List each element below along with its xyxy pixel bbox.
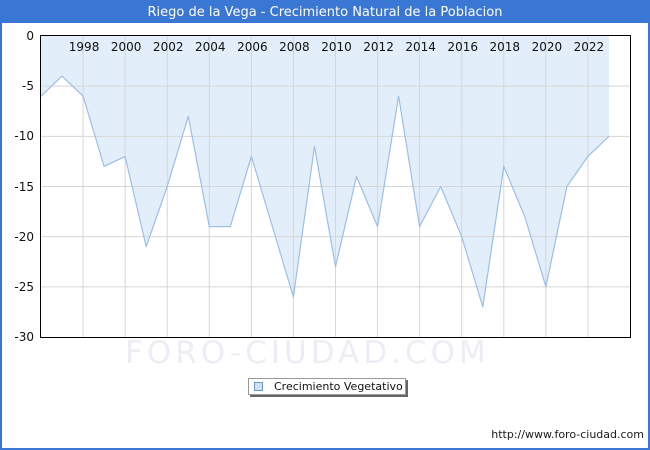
site-url: http://www.foro-ciudad.com <box>491 428 644 441</box>
y-tick-label: -5 <box>22 79 34 94</box>
y-tick-label: -25 <box>14 279 34 294</box>
legend-swatch-icon <box>254 382 263 391</box>
x-tick-label: 2006 <box>237 40 268 54</box>
legend-box: Crecimiento Vegetativo <box>248 378 406 395</box>
y-tick-label: -10 <box>14 129 34 144</box>
plot-area: 1998 2000 2002 2004 2006 2008 2010 2012 2014 2016… <box>40 35 631 338</box>
y-tick-label: -15 <box>14 179 34 194</box>
y-tick-label: 0 <box>26 29 34 43</box>
area-chart-canvas <box>41 36 630 337</box>
watermark-text: FORO-CIUDAD.COM <box>125 335 490 371</box>
y-tick-label: -30 <box>14 330 34 344</box>
series-line <box>41 75 610 308</box>
y-tick-label: -20 <box>14 229 34 244</box>
chart-title-bar: Riego de la Vega - Crecimiento Natural d… <box>2 2 648 23</box>
x-tick-label: 2010 <box>321 40 352 54</box>
x-tick-label: 2008 <box>279 40 310 54</box>
x-tick-label: 2012 <box>363 40 394 54</box>
x-tick-label: 2018 <box>489 40 521 54</box>
y-axis-labels: 0 -5 -10 -15 -20 -25 -30 <box>2 29 34 344</box>
legend-label: Crecimiento Vegetativo <box>274 380 403 393</box>
x-tick-label: 2000 <box>110 40 142 54</box>
x-tick-label: 2004 <box>195 40 226 54</box>
x-tick-label: 2020 <box>531 40 563 54</box>
chart-title: Riego de la Vega - Crecimiento Natural d… <box>147 5 503 20</box>
x-tick-label: 1998 <box>68 40 100 54</box>
x-tick-label: 2014 <box>405 40 436 54</box>
x-tick-label: 2022 <box>573 40 605 54</box>
x-tick-label: 2016 <box>447 40 478 54</box>
area-fill <box>41 36 609 307</box>
x-tick-label: 2002 <box>152 40 184 54</box>
